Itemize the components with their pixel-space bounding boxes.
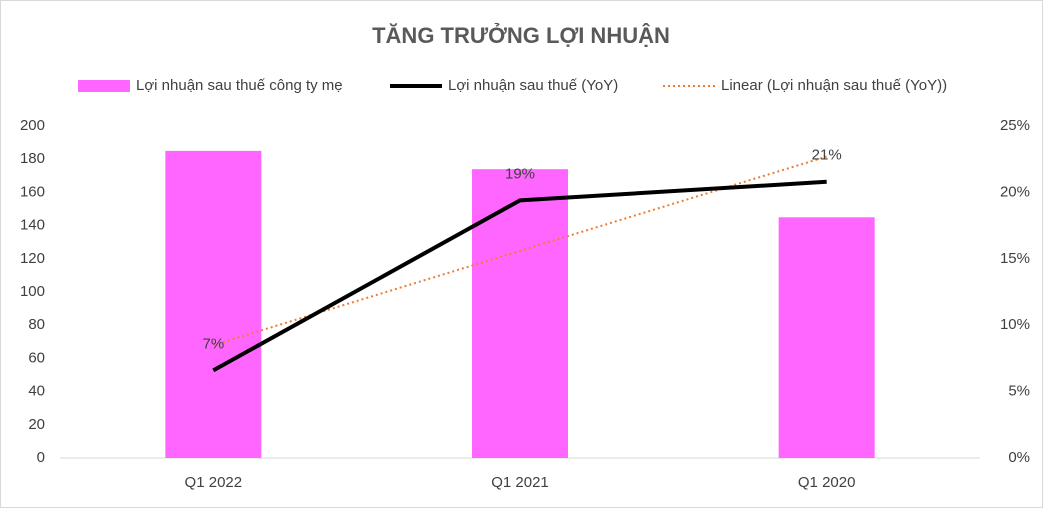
y-tick-label: 40 <box>28 383 45 400</box>
y2-tick-label: 15% <box>1000 250 1030 267</box>
y-tick-label: 80 <box>28 316 45 333</box>
y-tick-label: 120 <box>20 250 45 267</box>
y-tick-label: 140 <box>20 217 45 234</box>
chart-title: TĂNG TRƯỞNG LỢI NHUẬN <box>372 23 670 48</box>
y-tick-label: 160 <box>20 183 45 200</box>
y-tick-label: 0 <box>37 449 45 466</box>
legend-label: Linear (Lợi nhuận sau thuế (YoY)) <box>721 77 947 94</box>
y2-tick-label: 0% <box>1008 449 1030 466</box>
y2-tick-label: 25% <box>1000 117 1030 134</box>
bar <box>472 169 568 458</box>
line <box>212 179 827 373</box>
legend-swatch <box>78 80 130 92</box>
bar <box>165 150 262 458</box>
y2-tick-label: 20% <box>1000 183 1030 200</box>
legend-label: Lợi nhuận sau thuế công ty mẹ <box>136 77 343 94</box>
y2-tick-label: 5% <box>1008 383 1030 400</box>
legend: Lợi nhuận sau thuế công ty mẹ Lợi nhuận s… <box>78 77 947 94</box>
y-tick-label: 60 <box>28 349 45 366</box>
y-tick-label: 180 <box>20 150 45 167</box>
y-tick-label: 200 <box>20 117 45 134</box>
data-label: 21% <box>812 147 842 164</box>
bar <box>778 217 875 458</box>
y-tick-label: 100 <box>20 283 45 300</box>
data-label: 7% <box>202 335 224 352</box>
y-tick-label: 20 <box>28 416 45 433</box>
data-label: 19% <box>505 165 535 182</box>
x-tick-label: Q1 2020 <box>798 474 856 491</box>
legend-label: Lợi nhuận sau thuế (YoY) <box>448 77 618 94</box>
x-tick-label: Q1 2022 <box>185 474 243 491</box>
x-tick-label: Q1 2021 <box>491 474 549 491</box>
y2-tick-label: 10% <box>1000 316 1030 333</box>
